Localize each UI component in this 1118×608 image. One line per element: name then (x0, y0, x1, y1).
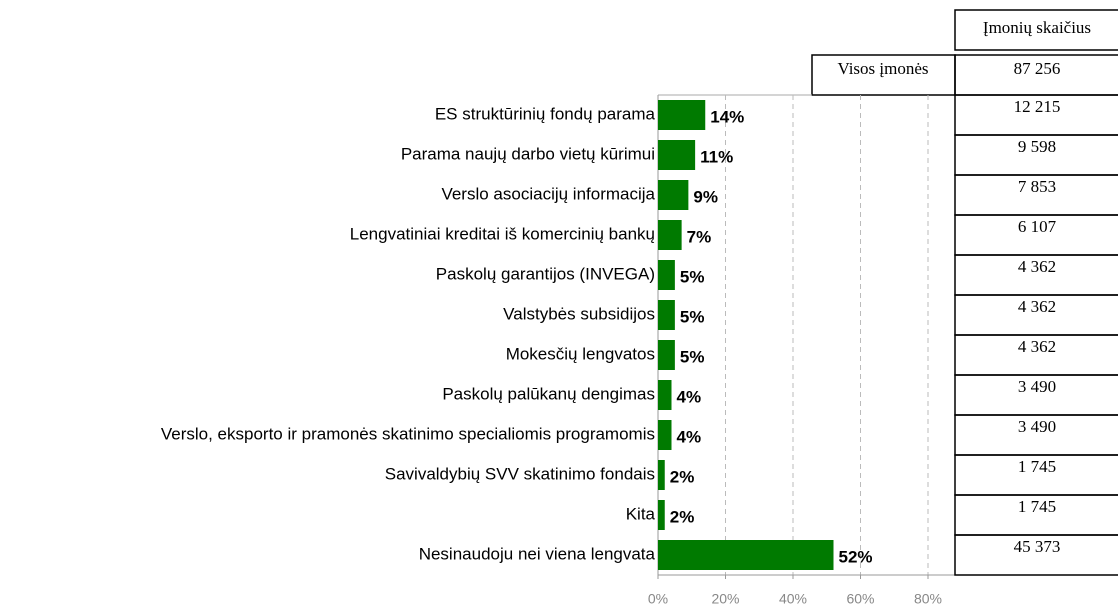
x-tick-label: 40% (779, 591, 807, 607)
y-tick-label: Savivaldybių SVV skatinimo fondais (385, 464, 655, 483)
table-count: 3 490 (1018, 417, 1056, 436)
bar (658, 340, 675, 370)
bar (658, 140, 696, 170)
table-count: 4 362 (1018, 297, 1056, 316)
table-count: 4 362 (1018, 337, 1056, 356)
x-tick-label: 0% (648, 591, 668, 607)
y-tick-label: Verslo, eksporto ir pramonės skatinimo s… (161, 424, 655, 443)
data-label: 14% (710, 107, 744, 126)
y-tick-label: Parama naujų darbo vietų kūrimui (401, 144, 655, 163)
bar (658, 420, 672, 450)
y-tick-label: Mokesčių lengvatos (506, 344, 655, 363)
bar (658, 460, 665, 490)
y-tick-label: Kita (626, 504, 656, 523)
table-header: Įmonių skaičius (983, 18, 1091, 37)
table-count: 45 373 (1014, 537, 1061, 556)
data-label: 9% (693, 187, 718, 206)
table-count: 9 598 (1018, 137, 1056, 156)
total-label: Visos įmonės (837, 59, 928, 78)
data-label: 2% (670, 507, 695, 526)
total-count: 87 256 (1014, 59, 1061, 78)
data-label: 52% (839, 547, 873, 566)
table-count: 1 745 (1018, 497, 1056, 516)
table-count: 12 215 (1014, 97, 1061, 116)
data-label: 5% (680, 347, 705, 366)
bar (658, 500, 665, 530)
y-tick-label: Lengvatiniai kreditai iš komercinių bank… (350, 224, 655, 243)
bar (658, 100, 706, 130)
table-count: 7 853 (1018, 177, 1056, 196)
bar (658, 260, 675, 290)
y-tick-label: Valstybės subsidijos (503, 304, 655, 323)
data-label: 2% (670, 467, 695, 486)
y-tick-label: Paskolų garantijos (INVEGA) (436, 264, 655, 283)
data-label: 5% (680, 307, 705, 326)
y-tick-label: Paskolų palūkanų dengimas (442, 384, 655, 403)
bar (658, 300, 675, 330)
y-tick-label: Nesinaudoju nei viena lengvata (419, 544, 656, 563)
data-label: 5% (680, 267, 705, 286)
x-tick-label: 20% (711, 591, 739, 607)
bar (658, 380, 672, 410)
table-count: 3 490 (1018, 377, 1056, 396)
bar (658, 540, 834, 570)
data-label: 4% (677, 387, 702, 406)
table-count: 4 362 (1018, 257, 1056, 276)
x-tick-label: 80% (914, 591, 942, 607)
data-label: 11% (700, 147, 733, 166)
data-label: 7% (687, 227, 712, 246)
table-cell (954, 534, 1118, 576)
table-count: 6 107 (1018, 217, 1057, 236)
y-tick-label: Verslo asociacijų informacija (441, 184, 655, 203)
table-count: 1 745 (1018, 457, 1056, 476)
data-label: 4% (677, 427, 702, 446)
bar (658, 220, 682, 250)
x-tick-label: 60% (846, 591, 874, 607)
y-tick-label: ES struktūrinių fondų parama (435, 104, 656, 123)
table-header-cell (954, 9, 1118, 51)
bar (658, 180, 689, 210)
